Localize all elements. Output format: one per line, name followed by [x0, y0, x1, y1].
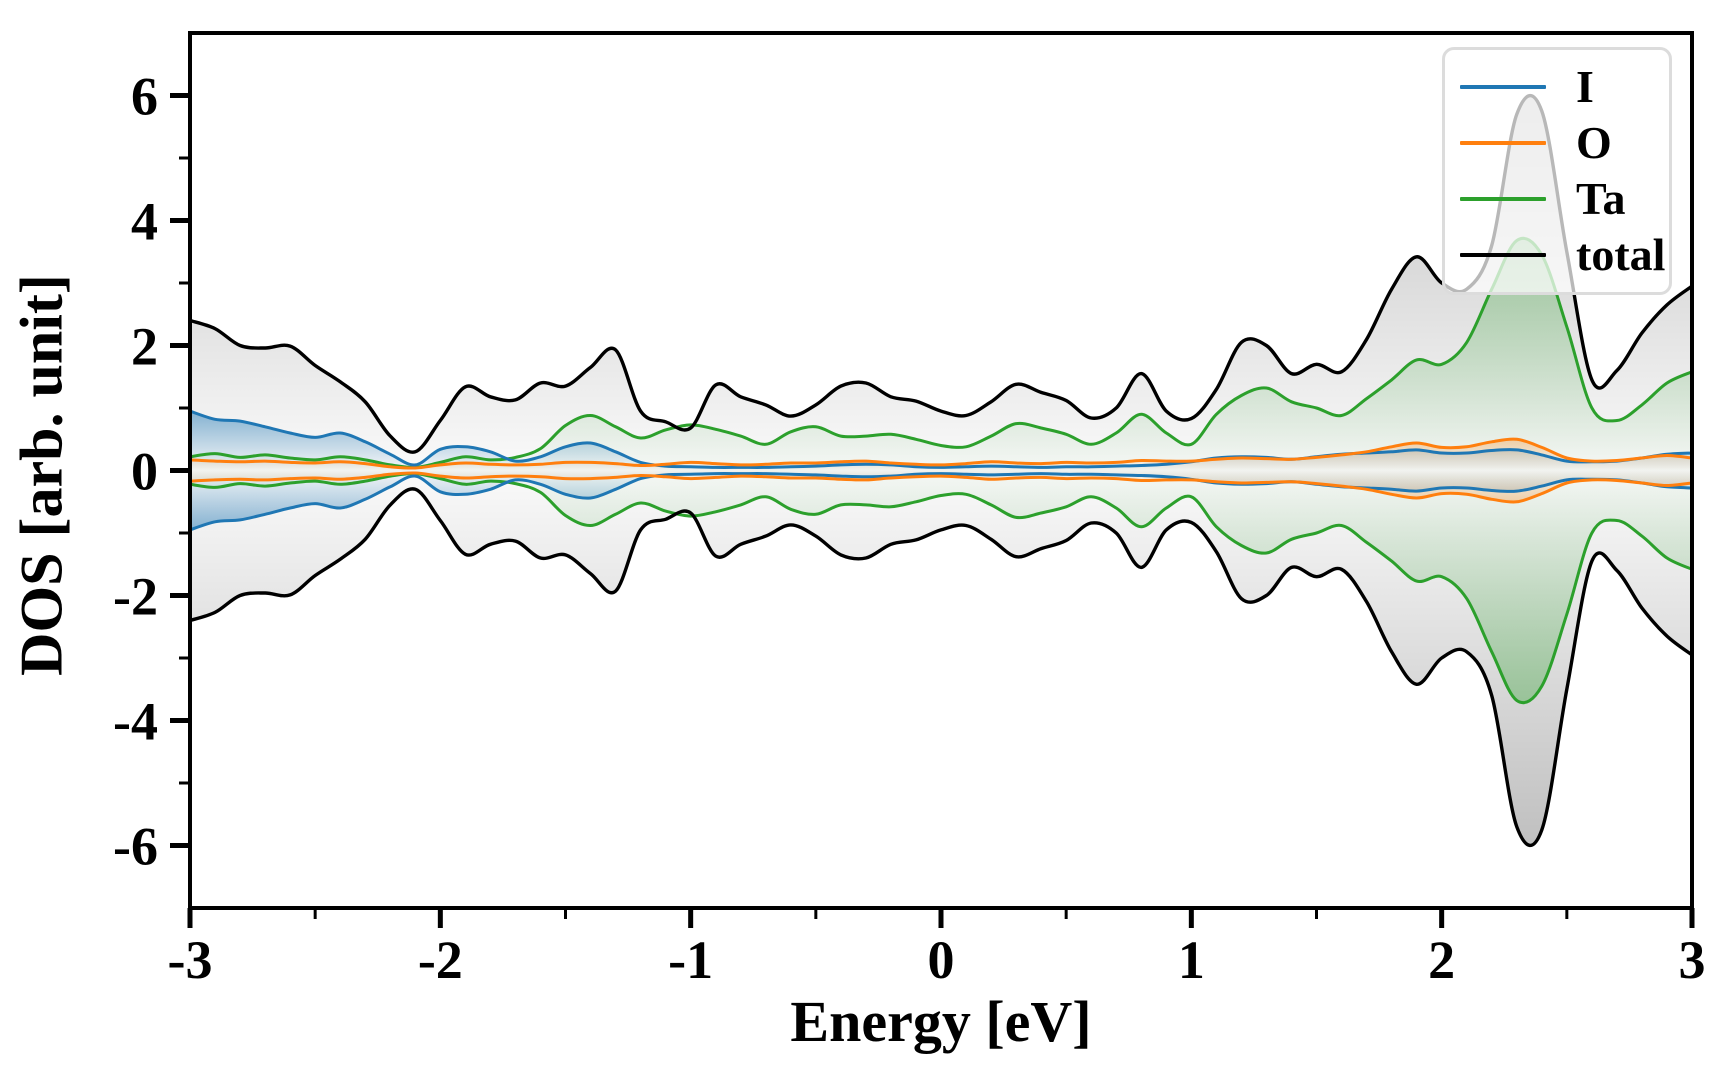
y-tick-label-2: -2 [113, 567, 158, 627]
dos-curve-o-spin-down [190, 471, 1692, 504]
x-tick-label-1: -2 [418, 930, 463, 990]
x-tick-label-4: 1 [1178, 930, 1205, 990]
y-axis-label: DOS [arb. unit] [8, 274, 75, 676]
y-tick-label-4: 2 [131, 317, 158, 377]
dos-fill-total-spin-up [190, 95, 1692, 471]
x-tick-label-3: 0 [928, 930, 955, 990]
dos-curve-total-spin-down [190, 487, 1692, 847]
dos-fill-i-spin-up [190, 411, 1692, 471]
dos-fill-ta-spin-up [190, 238, 1692, 471]
legend-line-sample-i [1460, 85, 1546, 89]
legend-label-total: total [1576, 229, 1666, 280]
x-tick-label-6: 3 [1679, 930, 1706, 990]
legend-label-ta: Ta [1576, 173, 1626, 224]
legend-line-sample-o [1460, 141, 1546, 145]
legend-label-o: O [1576, 117, 1612, 168]
y-tick-label-3: 0 [131, 442, 158, 502]
dos-fill-total-spin-down [190, 470, 1692, 846]
dos-fill-i-spin-down [190, 470, 1692, 530]
x-tick-label-0: -3 [168, 930, 213, 990]
dos-curve-i-spin-down [190, 472, 1692, 532]
y-tick-label-6: 6 [131, 67, 158, 127]
x-tick-label-5: 2 [1428, 930, 1455, 990]
legend-item-ta: Ta [1460, 174, 1669, 224]
x-axis-label: Energy [eV] [790, 989, 1092, 1054]
dos-curve-ta-spin-up [190, 236, 1692, 469]
dos-curve-o-spin-up [190, 437, 1692, 470]
legend: I O Ta total [1442, 47, 1672, 295]
legend-line-sample-ta [1460, 197, 1546, 201]
dos-curve-i-spin-up [190, 409, 1692, 469]
legend-item-o: O [1460, 118, 1669, 168]
dos-curve-ta-spin-down [190, 472, 1692, 705]
legend-line-sample-total [1460, 253, 1546, 257]
y-tick-label-0: -6 [113, 817, 158, 877]
legend-item-i: I [1460, 62, 1669, 112]
dos-fill-ta-spin-down [190, 470, 1692, 703]
y-tick-label-1: -4 [113, 692, 158, 752]
x-tick-label-2: -1 [668, 930, 713, 990]
legend-item-total: total [1460, 230, 1669, 280]
legend-label-i: I [1576, 61, 1594, 112]
y-tick-label-5: 4 [131, 192, 158, 252]
